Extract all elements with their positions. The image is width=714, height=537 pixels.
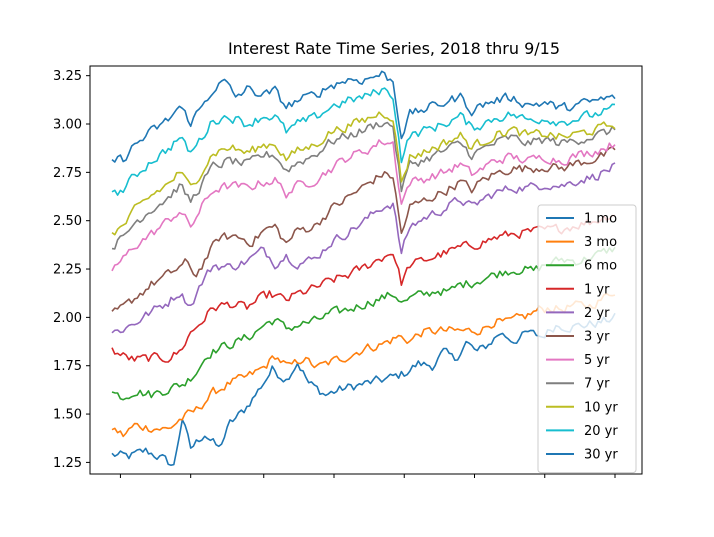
series-line-20-yr	[111, 87, 616, 196]
series-line-1-yr	[111, 214, 616, 363]
series-line-6-mo	[111, 246, 616, 401]
legend-label: 5 yr	[584, 353, 610, 368]
y-tick-label: 2.25	[53, 263, 82, 278]
series-line-1-mo	[111, 312, 616, 467]
y-tick-label: 2.50	[53, 214, 82, 229]
legend-label: 7 yr	[584, 377, 610, 392]
y-tick-label: 2.75	[53, 166, 82, 181]
legend-box	[537, 204, 637, 474]
legend-label: 20 yr	[584, 424, 618, 439]
series-line-5-yr	[111, 139, 616, 272]
series-line-2-yr	[111, 162, 616, 334]
series-line-10-yr	[111, 111, 616, 236]
chart-title: Interest Rate Time Series, 2018 thru 9/1…	[228, 39, 560, 58]
series-line-7-yr	[111, 121, 616, 250]
y-tick-label: 3.25	[53, 69, 82, 84]
axes: 1.25 1.50 1.75 2.00 2.25 2.50 2.75 3.00 3.25	[53, 65, 643, 478]
axes-frame	[89, 65, 643, 475]
y-tick-label: 3.00	[53, 118, 82, 133]
legend-label: 6 mo	[584, 259, 617, 274]
y-tick-label: 1.75	[53, 359, 82, 374]
legend-label: 1 yr	[584, 282, 610, 297]
series-line-3-yr	[111, 146, 616, 312]
series-line-30-yr	[111, 70, 616, 163]
legend-label: 30 yr	[584, 448, 618, 463]
series-line-3-mo	[111, 292, 616, 438]
y-tick-label: 2.00	[53, 311, 82, 326]
legend-label: 10 yr	[584, 400, 618, 415]
y-tick-label: 1.50	[53, 408, 82, 423]
plot-area	[111, 70, 616, 467]
legend-label: 3 yr	[584, 330, 610, 345]
legend-label: 3 mo	[584, 235, 617, 250]
legend: 1 mo 3 mo 6 mo 1 yr 2 yr 3 yr 5 yr 7 yr 10 yr 20 …	[537, 204, 637, 474]
legend-label: 1 mo	[584, 212, 617, 227]
y-tick-label: 1.25	[53, 456, 82, 471]
legend-label: 2 yr	[584, 306, 610, 321]
